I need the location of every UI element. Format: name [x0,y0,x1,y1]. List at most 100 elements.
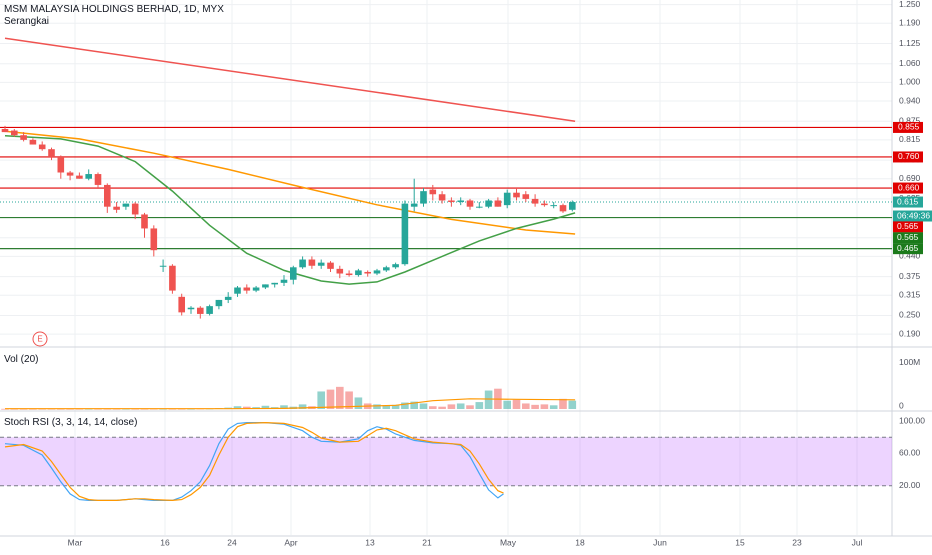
candle [29,138,37,145]
candle-body [150,228,158,251]
volume-bar [391,404,400,409]
price-axis-tick: 1.190 [899,18,921,28]
candle-body [364,271,371,274]
candle [392,262,399,269]
time-axis-tick: Jun [653,537,667,547]
volume-bar [512,399,521,409]
price-tag-label: 06:49:36 [897,210,930,220]
volume-bar [429,406,437,409]
candle [85,169,92,181]
candle [141,212,148,238]
price-axis-tick: 0.940 [899,95,921,105]
candle [364,270,371,277]
candle [522,191,530,203]
candle-body [280,279,288,283]
candle [243,284,251,294]
price-axis-tick: 0.190 [899,328,921,338]
price-tag-label: 0.465 [897,243,919,253]
price-tag [893,221,923,233]
volume-bar [410,401,418,409]
candle-body [122,203,130,207]
candle-body [66,172,74,176]
candle [317,259,325,269]
candle [299,256,306,269]
price-axis-tick: 1.250 [899,0,921,9]
price-tag [893,243,923,255]
level-price-tag [893,121,923,133]
candle-body [234,287,241,294]
volume-bar [354,397,363,409]
candle [280,275,288,286]
candle-body [531,198,539,204]
candle-body [457,200,464,203]
candle-body [559,205,567,212]
candle [206,304,213,316]
rsi-line [4,421,504,502]
moving-average-line [4,130,576,235]
candle [336,265,344,279]
candle [355,268,362,277]
time-axis-tick: Jul [852,537,863,547]
candle-body [215,299,223,307]
price-axis-tick: 0.315 [899,290,921,300]
candle [187,306,195,314]
candle [76,172,83,179]
candle [290,265,297,285]
candle-body [113,206,120,210]
candle [466,198,474,210]
candle [569,200,576,212]
candle [94,172,102,189]
price-axis-tick: 0.690 [899,173,921,183]
candle-body [420,191,427,204]
rsi-axis-tick: 20.00 [899,480,921,490]
candle [178,293,185,316]
volume-bar [336,386,344,409]
volume-bar [438,406,446,409]
price-axis-tick: 1.125 [899,38,921,48]
candle-body [85,174,92,179]
candle [48,147,55,161]
candle [234,285,241,297]
candle-body [159,265,167,267]
candle [401,200,409,266]
candle [57,155,65,179]
candle [420,188,427,207]
volume-bar [456,403,465,409]
candle [383,265,390,272]
volume-bar [243,406,251,409]
price-tag [893,196,923,208]
volume-bar [466,405,474,409]
candle [104,183,111,213]
candle-body [290,267,297,280]
candle-body [197,307,204,314]
volume-bar [280,405,288,409]
rsi-band [0,437,892,486]
candle [262,284,269,290]
volume-bar [326,389,335,409]
candle-body [38,144,46,150]
candle-body [94,174,102,185]
candle-body [485,200,492,207]
price-axis-tick: 1.060 [899,58,921,68]
candle-body [513,192,520,198]
time-axis-tick: Mar [68,537,83,547]
volume-bar [568,400,577,409]
earnings-event-icon [32,331,48,347]
time-axis-tick: 13 [365,537,375,547]
candle-body [57,156,65,173]
candle-body [503,192,511,206]
volume-bar [373,404,381,409]
candle [448,197,455,207]
volume-bar [233,406,242,409]
volume-axis-tick: 100M [899,357,920,367]
candle [410,178,418,212]
candle [1,125,9,133]
level-price-tag-label: 0.855 [898,122,920,132]
price-axis-tick: 0.375 [899,271,921,281]
time-axis-tick: 15 [735,537,745,547]
candle-body [401,203,409,265]
volume-bar [298,404,307,409]
rsi-line [4,422,504,501]
level-price-tag [893,182,923,194]
